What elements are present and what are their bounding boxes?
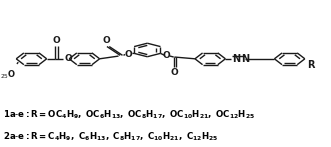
Text: N: N — [232, 54, 241, 64]
Text: R: R — [307, 60, 315, 70]
Text: N: N — [241, 54, 250, 64]
Text: $\mathbf{1a\text{-}e: R = OC_4H_9, \ OC_6H_{13}, \ OC_8H_{17}, \ OC_{10}H_{21}, : $\mathbf{1a\text{-}e: R = OC_4H_9, \ OC_… — [3, 108, 256, 121]
Text: O: O — [65, 54, 72, 63]
Text: C$_{12}$H$_{25}$O: C$_{12}$H$_{25}$O — [0, 69, 17, 81]
Text: O: O — [124, 50, 132, 59]
Text: $\mathbf{2a\text{-}e: R = C_4H_9, \ C_6H_{13}, \ C_8H_{17}, \ C_{10}H_{21}, \ C_: $\mathbf{2a\text{-}e: R = C_4H_9, \ C_6H… — [3, 130, 219, 143]
Text: O: O — [52, 36, 60, 45]
Text: O: O — [171, 68, 179, 77]
Text: O: O — [102, 36, 110, 45]
Text: O: O — [163, 51, 170, 60]
